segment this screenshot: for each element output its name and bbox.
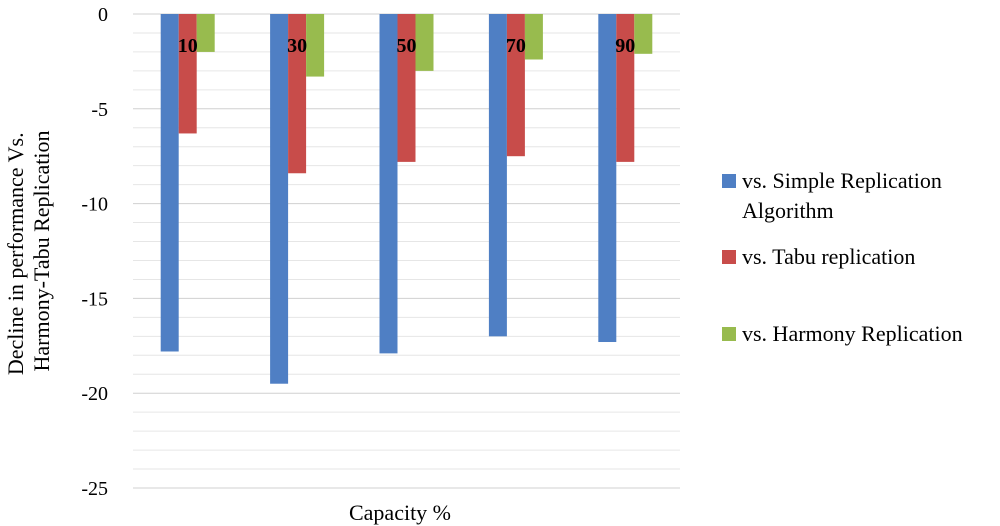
- legend: vs. Simple Replication Algorithm vs. Tabu …: [722, 168, 963, 346]
- y-axis-title-line-2: Harmony-Tabu Replication: [29, 130, 54, 371]
- bar: [270, 14, 289, 384]
- x-axis-title: Capacity %: [349, 500, 451, 525]
- bar: [616, 14, 635, 162]
- bar: [397, 14, 416, 162]
- y-tick-label: -15: [81, 288, 108, 310]
- bar: [196, 14, 215, 52]
- y-tick-label: 0: [98, 4, 108, 26]
- bar: [524, 14, 543, 60]
- bar: [306, 14, 325, 77]
- bar: [598, 14, 617, 343]
- category-labels: 10 30 50 70 90: [178, 35, 636, 57]
- legend-swatch: [722, 174, 736, 188]
- bar: [379, 14, 398, 354]
- bar: [288, 14, 307, 174]
- legend-swatch: [722, 327, 736, 341]
- category-label: 50: [397, 35, 417, 57]
- y-tick-label: -10: [81, 194, 108, 216]
- bars: [160, 14, 653, 384]
- y-tick-label: -20: [81, 383, 108, 405]
- y-tick-label: -5: [91, 99, 108, 121]
- category-label: 30: [287, 35, 307, 57]
- bar: [506, 14, 525, 157]
- category-label: 70: [506, 35, 526, 57]
- bar: [178, 14, 197, 134]
- legend-label: vs. Simple Replication: [742, 168, 942, 193]
- y-axis-title: Decline in performance Vs. Harmony-Tabu …: [3, 127, 54, 375]
- legend-label: vs. Harmony Replication: [742, 321, 963, 346]
- bar: [488, 14, 507, 337]
- y-tick-label: -25: [81, 478, 108, 500]
- bar: [415, 14, 434, 71]
- legend-label: Algorithm: [742, 198, 834, 223]
- legend-label: vs. Tabu replication: [742, 244, 915, 269]
- y-axis-ticks: 0 -5 -10 -15 -20 -25: [81, 4, 108, 500]
- bar: [160, 14, 179, 352]
- y-axis-title-line-1: Decline in performance Vs.: [3, 132, 28, 375]
- legend-swatch: [722, 250, 736, 264]
- category-label: 10: [178, 35, 198, 57]
- gridlines: [133, 13, 680, 489]
- category-label: 90: [615, 35, 635, 57]
- bar: [634, 14, 653, 54]
